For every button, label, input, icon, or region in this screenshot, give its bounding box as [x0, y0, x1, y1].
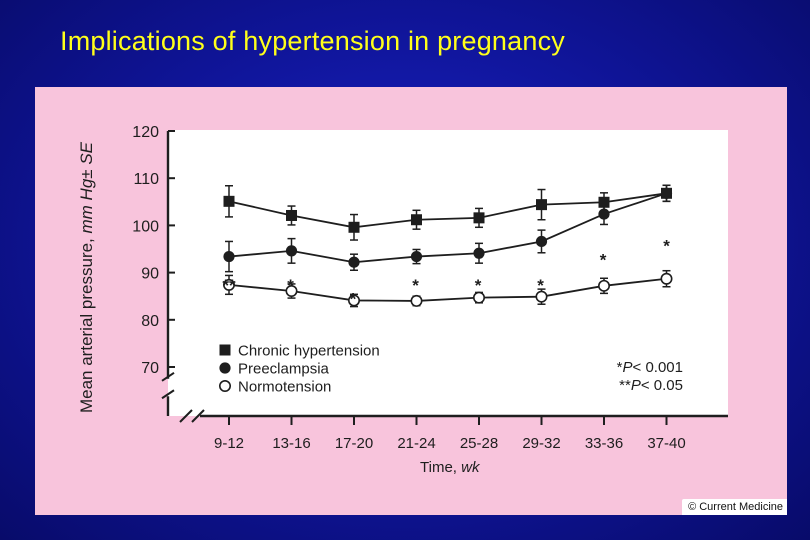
x-tick-label: 9-12 — [214, 435, 244, 452]
legend-marker — [219, 362, 231, 374]
data-point — [536, 199, 547, 211]
legend-marker — [219, 379, 232, 392]
data-point — [223, 278, 236, 291]
x-tick-label: 25-28 — [460, 435, 498, 452]
data-point — [660, 187, 673, 199]
y-tick-label: 120 — [132, 124, 159, 141]
legend-label: Normotension — [238, 379, 331, 396]
data-point — [348, 256, 360, 268]
significance-mark: * — [537, 276, 544, 295]
data-point — [598, 208, 610, 220]
series-preeclampsia — [223, 184, 673, 273]
y-tick-label: 80 — [141, 313, 159, 330]
significance-mark: * — [412, 276, 419, 295]
data-point — [410, 250, 423, 263]
data-point — [285, 245, 298, 257]
x-tick-label: 37-40 — [647, 435, 685, 452]
data-point — [535, 290, 548, 303]
legend-marker — [219, 344, 231, 356]
significance-mark: * — [600, 251, 607, 270]
x-tick-label: 13-16 — [272, 435, 310, 452]
data-point — [660, 272, 673, 285]
data-point — [535, 235, 548, 248]
data-point — [223, 195, 235, 207]
series-normotension — [223, 269, 673, 308]
legend-label: Chronic hypertension — [238, 343, 380, 360]
plot-area — [168, 130, 728, 416]
data-point — [223, 250, 235, 263]
data-point — [410, 294, 423, 307]
data-point — [473, 247, 485, 259]
footnote: **P< 0.05 — [619, 377, 683, 394]
data-point — [411, 214, 422, 226]
copyright-notice: © Current Medicine — [682, 499, 787, 515]
y-axis-label: Mean arterial pressure, mm Hg± SE — [77, 141, 96, 413]
x-tick-label: 29-32 — [522, 435, 560, 452]
slide-title: Implications of hypertension in pregnanc… — [60, 26, 565, 56]
significance-mark: * — [287, 276, 294, 295]
y-tick-label: 110 — [133, 171, 159, 188]
x-tick-label: 17-20 — [335, 435, 373, 452]
significance-mark: * — [663, 237, 670, 256]
x-tick-label: 21-24 — [397, 435, 435, 452]
data-point — [348, 221, 360, 233]
x-axis-label: Time, wk — [420, 459, 481, 476]
footnote: *P< 0.001 — [617, 359, 683, 376]
data-point — [285, 285, 298, 298]
series-line — [228, 192, 667, 264]
data-point — [472, 291, 485, 304]
data-point — [347, 294, 360, 307]
chart-panel: 70 80 90 100 110 120 9-12 13-16 17-20 21-24 25-28 2… — [35, 87, 787, 515]
x-tick-label: 33-36 — [585, 435, 623, 452]
y-tick-label: 70 — [141, 360, 159, 377]
y-axis-break-mark — [161, 389, 175, 400]
significance-mark: ** — [222, 276, 236, 295]
legend-label: Preeclampsia — [238, 361, 330, 378]
y-tick-label: 100 — [132, 218, 159, 235]
significance-mark: * — [475, 276, 482, 295]
data-point — [597, 279, 610, 292]
y-axis-break-mark — [161, 371, 175, 382]
x-axis-break-mark — [191, 409, 205, 423]
chart-svg: 70 80 90 100 110 120 9-12 13-16 17-20 21-24 25-28 2… — [77, 124, 728, 476]
significance-mark: * — [350, 289, 357, 308]
series-line — [228, 192, 667, 229]
data-point — [473, 212, 485, 224]
data-point — [598, 196, 610, 208]
y-tick-label: 90 — [141, 266, 159, 283]
x-axis-break-mark — [179, 409, 193, 423]
series-line — [228, 277, 667, 302]
data-point — [286, 209, 297, 221]
